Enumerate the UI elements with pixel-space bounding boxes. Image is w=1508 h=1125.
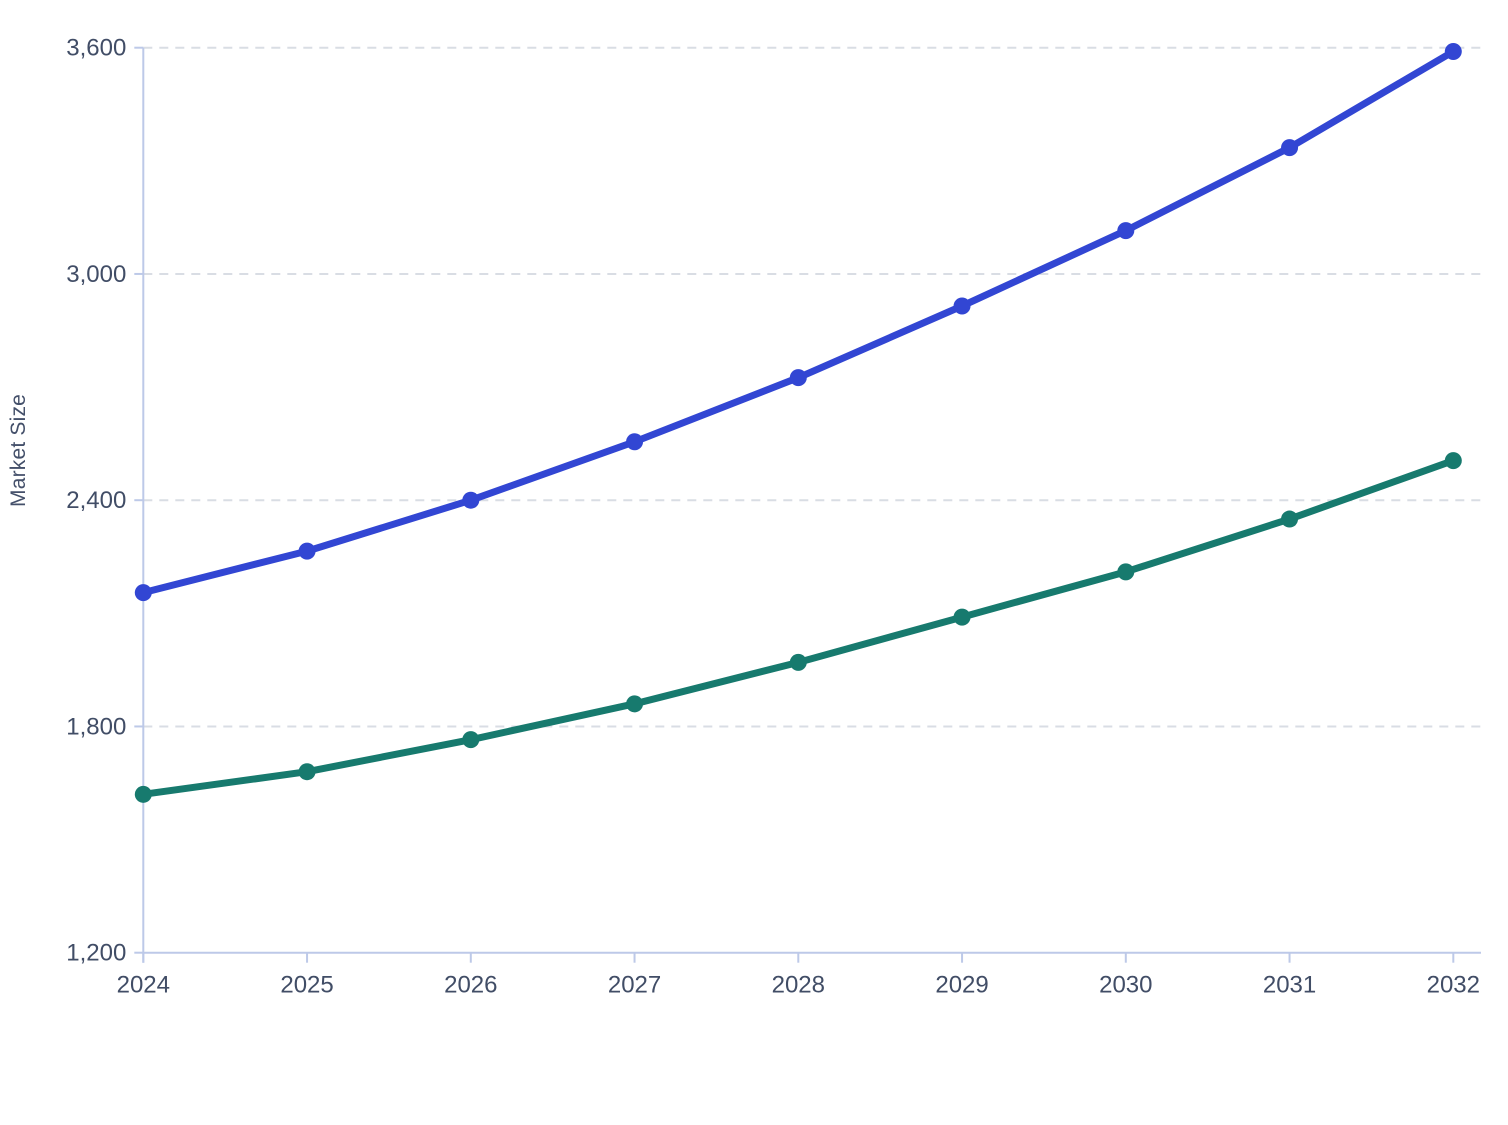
series-blue-point — [462, 491, 480, 509]
series-blue-point — [789, 369, 807, 387]
series-blue-point — [1117, 222, 1135, 240]
series-teal-point — [789, 653, 807, 671]
x-tick-label: 2025 — [280, 972, 333, 999]
x-tick-label: 2031 — [1263, 972, 1316, 999]
series-teal-line — [139, 457, 1457, 798]
y-tick-label: 3,000 — [66, 261, 126, 288]
series-blue-line — [139, 47, 1457, 597]
x-tick-label: 2032 — [1427, 972, 1480, 999]
series-teal-point — [134, 785, 152, 803]
x-tick-label: 2024 — [117, 972, 170, 999]
series-blue-point — [1444, 42, 1462, 60]
y-tick-label: 1,800 — [66, 713, 126, 740]
x-tick-label: 2026 — [444, 972, 497, 999]
series-teal-point — [626, 695, 644, 713]
series-blue-point — [1281, 139, 1299, 157]
y-tick-label: 3,600 — [66, 35, 126, 62]
y-axis-title: Market Size — [7, 393, 30, 507]
series-teal-point — [298, 763, 316, 781]
series-blue-point — [298, 542, 316, 560]
series-teal-point — [1444, 452, 1462, 470]
series-blue-point — [953, 297, 971, 315]
series-teal-point — [1281, 510, 1299, 528]
x-tick-label: 2029 — [935, 972, 988, 999]
series-blue-point — [626, 433, 644, 451]
series-teal-point — [953, 608, 971, 626]
series-blue-point — [134, 584, 152, 602]
y-tick-label: 2,400 — [66, 487, 126, 514]
x-tick-label: 2028 — [772, 972, 825, 999]
y-tick-label: 1,200 — [66, 940, 126, 967]
x-tick-label: 2030 — [1099, 972, 1152, 999]
x-tick-label: 2027 — [608, 972, 661, 999]
series-teal-point — [462, 731, 480, 749]
series-teal-point — [1117, 563, 1135, 581]
